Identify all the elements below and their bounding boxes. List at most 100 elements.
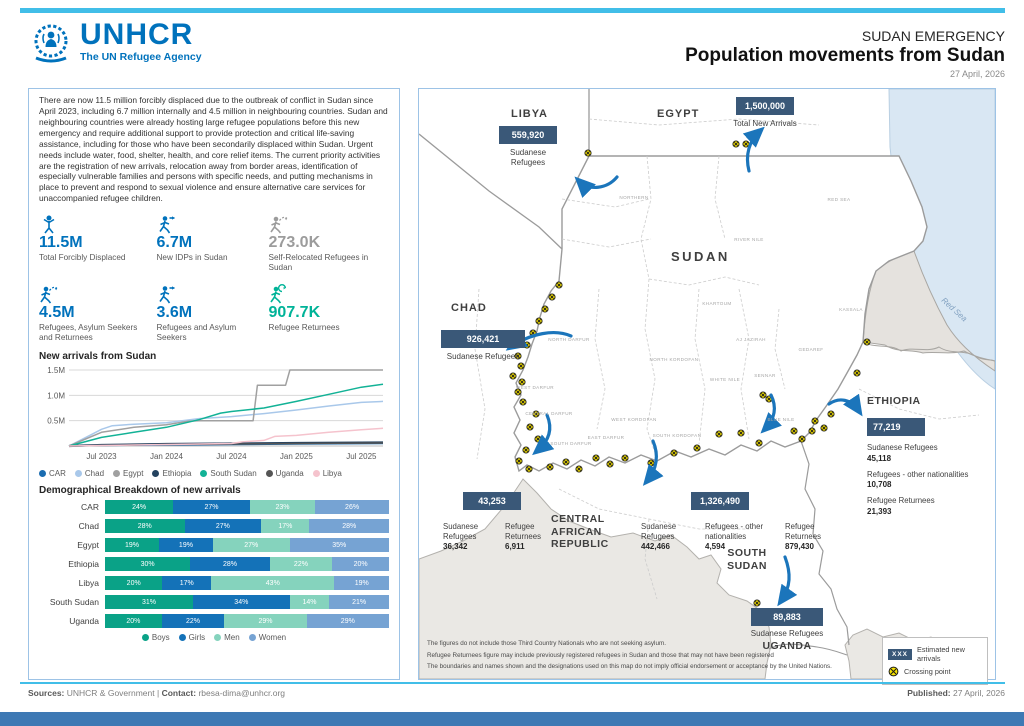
car-detail-2: Refugee Returnees 6,911	[505, 522, 541, 552]
crossing-point-icon	[790, 427, 798, 435]
state-label: RIVER NILE	[734, 237, 764, 242]
state-label: BLUE NILE	[767, 417, 794, 422]
page-title: Population movements from Sudan	[685, 45, 1005, 66]
logo-tagline: The UN Refugee Agency	[80, 51, 202, 63]
callout-south-sudan: 1,326,490	[681, 491, 759, 510]
state-label: NORTH KORDOFAN	[650, 357, 699, 362]
crossing-point-icon	[863, 338, 871, 346]
key-figure-5: 3.6M Refugees and Asylum Seekers	[157, 284, 261, 344]
crossing-point-icon	[853, 369, 861, 377]
label-sudan: SUDAN	[671, 249, 730, 264]
bar-category-label: Libya	[78, 578, 99, 589]
bar-category-label: Uganda	[69, 616, 99, 627]
key-figure-value: 11.5M	[39, 234, 83, 252]
bar-segment-women: 29%	[306, 614, 389, 629]
callout-ethiopia: 77,219 Sudanese Refugees 45,118 Refugees…	[867, 417, 968, 516]
emergency-kicker: SUDAN EMERGENCY	[861, 28, 1005, 44]
callout-total-arrivals: 1,500,000 Total New Arrivals	[715, 96, 815, 129]
line-chart-legend: CAR Chad Egypt Ethiopia South Sudan Uganda Lib…	[39, 469, 389, 478]
state-label: KASSALA	[839, 307, 863, 312]
intro-paragraph: There are now 11.5 million forcibly disp…	[39, 95, 388, 204]
bar-category-label: Chad	[78, 521, 99, 532]
bar-segment-women: 19%	[334, 576, 389, 591]
state-label: WEST DARFUR	[516, 385, 554, 390]
left-panel: There are now 11.5 million forcibly disp…	[28, 88, 400, 680]
crossing-point-icon	[606, 460, 614, 468]
crossing-point-icon	[888, 666, 899, 677]
svg-text:Jul 2025: Jul 2025	[346, 452, 377, 461]
person-icon	[43, 215, 55, 234]
key-figure-label: Refugee Returnees	[268, 322, 340, 332]
crossing-point-icon	[732, 140, 740, 148]
crossing-point-icon	[827, 410, 835, 418]
bar-category-label: Egypt	[77, 540, 99, 551]
bar-segment-girls: 22%	[161, 614, 225, 629]
crossing-point-icon	[548, 293, 556, 301]
total-arrivals-label: Total New Arrivals	[733, 119, 797, 128]
crossing-point-icon	[621, 454, 629, 462]
movement-arrow	[760, 393, 782, 434]
callout-chad: 926,421 Sudanese Refugees	[439, 329, 527, 362]
demographic-row-south-sudan: South Sudan 31% 34% 14% 21%	[39, 595, 389, 610]
bar-chart-legend: Boys Girls Men Women	[39, 633, 389, 642]
bar-segment-boys: 30%	[105, 557, 191, 572]
legend-item-chad: Chad	[74, 469, 104, 478]
demographic-row-chad: Chad 28% 27% 17% 28%	[39, 519, 389, 534]
car-value: 43,253	[463, 492, 521, 510]
movement-arrow	[574, 175, 619, 198]
crossing-point-icon	[798, 435, 806, 443]
map-panel: NORTHERN RED SEA RIVER NILE KASSALA KHARTOUM…	[418, 88, 996, 685]
key-figure-label: Refugees and Asylum Seekers	[156, 322, 237, 342]
state-label: SENNAR	[754, 373, 776, 378]
key-figure-2: 6.7M New IDPs in Sudan	[157, 214, 261, 274]
crossing-point-icon	[759, 391, 767, 399]
callout-car: 43,253	[457, 491, 527, 510]
crossing-point-icon	[532, 410, 540, 418]
crossing-point-icon	[820, 424, 828, 432]
crossing-point-icon	[514, 388, 522, 396]
uganda-value: 89,883	[751, 608, 823, 626]
bar-segment-men: 17%	[261, 519, 310, 534]
bar-segment-boys: 24%	[105, 500, 174, 515]
svg-text:Jul 2023: Jul 2023	[86, 452, 117, 461]
bar-segment-boys: 19%	[105, 538, 159, 553]
label-south-sudan: SOUTH SUDAN	[727, 547, 767, 572]
bar-segment-boys: 31%	[105, 595, 194, 610]
demographic-row-ethiopia: Ethiopia 30% 28% 22% 20%	[39, 557, 389, 572]
south-sudan-detail-3: Refugee Returnees 879,430	[785, 522, 821, 552]
state-label: NORTHERN	[619, 195, 648, 200]
crossing-point-icon	[592, 454, 600, 462]
key-figure-3: 273.0K Self-Relocated Refugees in Sudan	[269, 214, 389, 274]
state-label: WHITE NILE	[710, 377, 740, 382]
bar-segment-men: 23%	[249, 500, 316, 515]
crossing-point-icon	[562, 458, 570, 466]
crossing-point-icon	[509, 372, 517, 380]
movement-arrow	[532, 413, 555, 456]
key-figure-value: 273.0K	[268, 234, 321, 252]
key-figure-label: Self-Relocated Refugees in Sudan	[268, 253, 369, 273]
svg-text:Jul 2024: Jul 2024	[216, 452, 247, 461]
crossing-point-icon	[808, 427, 816, 435]
state-label: EAST DARFUR	[588, 435, 625, 440]
crossing-point-icon	[535, 317, 543, 325]
header: UNHCR The UN Refugee Agency SUDAN EMERGE…	[28, 20, 1005, 82]
crossing-point-icon	[584, 149, 592, 157]
contact-email-link[interactable]: rbesa-dima@unhcr.org	[198, 688, 286, 698]
ethiopia-detail-3: Refugee Returnees 21,393	[867, 496, 935, 517]
runner-return-icon	[269, 283, 286, 304]
legend-item-south-sudan: South Sudan	[200, 469, 257, 478]
crossing-point-icon	[575, 465, 583, 473]
uganda-label: Sudanese Refugees	[750, 629, 824, 638]
svg-text:Jan 2024: Jan 2024	[150, 452, 183, 461]
libya-chad-border	[419, 133, 563, 250]
label-central-african-republic: CENTRAL AFRICAN REPUBLIC	[551, 513, 609, 551]
bar-segment-girls: 17%	[162, 576, 212, 591]
crossing-point-icon	[522, 446, 530, 454]
disclaimer-3: The boundaries and names shown and the d…	[427, 663, 832, 670]
bar-segment-women: 20%	[332, 557, 389, 572]
state-label: CENTRAL DARFUR	[525, 411, 573, 416]
runner-arrow-icon	[158, 285, 174, 304]
sudan-region-map: NORTHERN RED SEA RIVER NILE KASSALA KHARTOUM…	[419, 89, 995, 679]
map-disclaimers: The figures do not include those Third C…	[427, 640, 857, 675]
